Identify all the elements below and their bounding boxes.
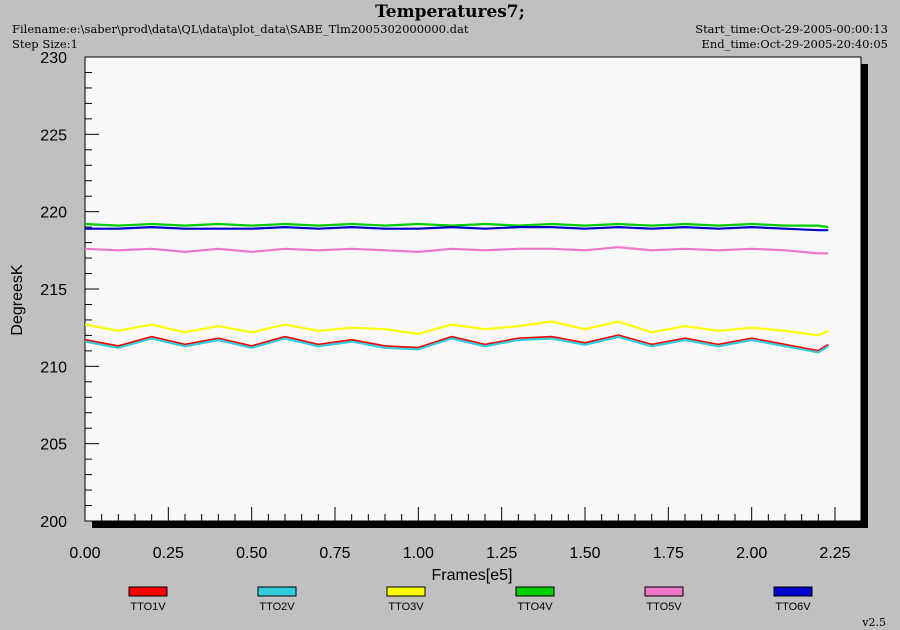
filename-label: Filename:e:\saber\prod\data\QL\data\plot… — [12, 22, 469, 36]
legend-label-tto4v: TTO4V — [517, 601, 553, 613]
y-tick-label: 210 — [40, 359, 67, 376]
x-tick-label: 0.50 — [236, 545, 267, 562]
series-line-tto3v — [84, 320, 829, 337]
series-line-tto1v — [84, 334, 829, 353]
y-tick-label: 220 — [40, 205, 67, 222]
legend-label-tto5v: TTO5V — [646, 601, 682, 613]
x-axis-label: Frames[e5] — [432, 567, 513, 584]
y-tick-label: 230 — [40, 50, 67, 67]
axis-ticks — [84, 56, 836, 522]
y-tick-label: 205 — [40, 437, 67, 454]
x-tick-label: 1.50 — [569, 545, 600, 562]
legend-swatch-tto3v — [386, 586, 426, 597]
legend-label-tto6v: TTO6V — [775, 601, 811, 613]
legend-swatch-tto5v — [644, 586, 684, 597]
y-tick-label: 215 — [40, 282, 67, 299]
legend-swatch-tto6v — [773, 586, 813, 597]
legend-swatch-tto2v — [257, 586, 297, 597]
y-tick-label: 225 — [40, 127, 67, 144]
series-line-tto6v — [85, 225, 829, 232]
series-layer — [84, 222, 829, 354]
x-tick-label: 0.25 — [153, 545, 184, 562]
legend-label-tto2v: TTO2V — [259, 601, 295, 613]
series-line-tto4v — [84, 222, 829, 229]
start-time-label: Start_time:Oct-29-2005-00:00:13 — [695, 22, 888, 36]
series-line-tto2v — [84, 335, 829, 354]
legend-label-tto3v: TTO3V — [388, 601, 424, 613]
x-tick-label: 0.00 — [69, 545, 100, 562]
y-axis-label: DegreesK — [9, 264, 26, 335]
tick-labels: 200 205 210 215 220 225 230 0.00 0.25 0.50 0.75 1.0… — [40, 50, 850, 562]
series-line-tto5v — [84, 246, 829, 255]
legend-swatch-tto4v — [515, 586, 555, 597]
plot-area — [84, 56, 862, 522]
x-tick-label: 0.75 — [319, 545, 350, 562]
legend-label-tto1v: TTO1V — [130, 601, 166, 613]
x-tick-label: 2.00 — [736, 545, 767, 562]
legend-swatch-tto1v — [128, 586, 168, 597]
x-tick-label: 1.00 — [403, 545, 434, 562]
step-size-label: Step Size:1 — [12, 37, 78, 51]
end-time-label: End_time:Oct-29-2005-20:40:05 — [701, 37, 889, 51]
y-tick-label: 200 — [40, 514, 67, 531]
version-label: v2.5 — [861, 616, 886, 629]
legend: TTO1V TTO2V TTO3V TTO4V TTO5V TTO6V — [128, 586, 813, 613]
x-tick-label: 2.25 — [819, 545, 850, 562]
x-tick-label: 1.75 — [653, 545, 684, 562]
x-tick-label: 1.25 — [486, 545, 517, 562]
chart-title: Temperatures7; — [375, 2, 525, 22]
